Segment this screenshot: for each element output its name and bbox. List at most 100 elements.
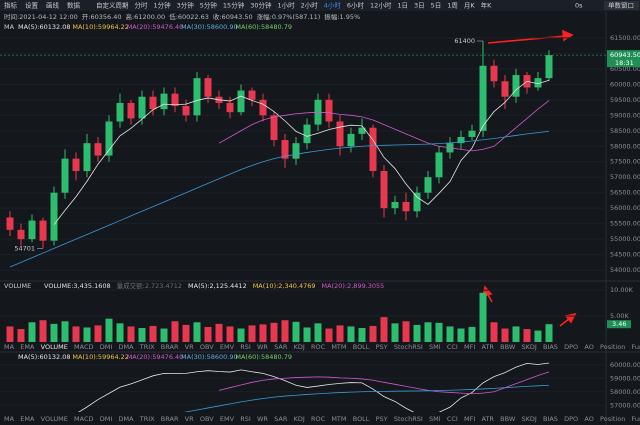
indicator-tab[interactable]: BOLL <box>353 343 370 351</box>
indicator-tab[interactable]: EMV <box>220 343 235 351</box>
period-button[interactable]: 30分钟 <box>250 1 272 10</box>
indicator-tab[interactable]: WR <box>257 415 268 423</box>
indicator-tab[interactable]: ATR <box>482 415 495 423</box>
indicator-tab[interactable]: CCI <box>447 343 458 351</box>
indicator-tab[interactable]: MTM <box>331 343 346 351</box>
indicator-tab[interactable]: MTM <box>331 415 346 423</box>
period-button[interactable]: 3分钟 <box>177 1 195 10</box>
indicator-tab[interactable]: VR <box>185 343 194 351</box>
period-button[interactable]: 12小时 <box>370 1 392 10</box>
indicator-tab[interactable]: Fundflow <box>632 343 640 351</box>
indicator-tab[interactable]: PSY <box>376 415 388 423</box>
candle-body <box>270 115 278 141</box>
period-button[interactable]: 5分钟 <box>200 1 218 10</box>
indicator-tab[interactable]: EMA <box>20 343 35 351</box>
indicator-tab[interactable]: SKDJ <box>521 343 536 351</box>
indicator-tab[interactable]: MFI <box>464 415 475 423</box>
candle-body <box>28 220 36 240</box>
indicator-tab[interactable]: MACD <box>74 415 93 423</box>
candle-body <box>435 152 443 178</box>
y-tick-label: 58000.00 <box>610 388 640 396</box>
indicator-tab[interactable]: KDJ <box>294 415 305 423</box>
indicator-tab[interactable]: WR <box>257 343 268 351</box>
indicator-tab[interactable]: ATR <box>482 343 495 351</box>
indicator-tab[interactable]: OBV <box>200 343 214 351</box>
indicator-tab[interactable]: Position <box>600 343 625 351</box>
period-button[interactable]: 2小时 <box>301 1 319 10</box>
toolbar-button[interactable]: 数据 <box>67 1 81 10</box>
indicator-tab[interactable]: BBW <box>500 415 516 423</box>
indicator-tab[interactable]: EMV <box>220 415 235 423</box>
indicator-tab[interactable]: MA <box>4 415 15 423</box>
period-button[interactable]: 5日 <box>431 2 442 10</box>
indicator-tab[interactable]: BIAS <box>543 343 558 351</box>
indicator-tab[interactable]: EMA <box>20 415 35 423</box>
ma-line <box>218 371 550 395</box>
y-tick-label: 60000.00 <box>610 361 640 369</box>
indicator-tab[interactable]: BIAS <box>543 415 558 423</box>
indicator-tab[interactable]: StochRSI <box>394 415 423 423</box>
indicator-tab[interactable]: TRIX <box>139 415 155 423</box>
indicator-tab[interactable]: RSI <box>240 415 251 423</box>
window-button-bg[interactable] <box>604 1 639 10</box>
indicator-tab[interactable]: BRAR <box>161 343 179 351</box>
candle-body <box>61 158 69 193</box>
indicator-tab[interactable]: VOLUME <box>41 415 68 423</box>
indicator-tab[interactable]: SAR <box>274 415 288 423</box>
period-button[interactable]: 15分钟 <box>223 1 245 10</box>
indicator-tab[interactable]: BOLL <box>353 415 370 423</box>
indicator-tab[interactable]: VR <box>185 415 194 423</box>
candle-body <box>336 121 344 147</box>
period-button[interactable]: 3日 <box>414 2 425 10</box>
indicator-tab[interactable]: SMI <box>429 415 441 423</box>
indicator-tab[interactable]: Fundflow <box>632 415 640 423</box>
indicator-tab[interactable]: MACD <box>74 343 93 351</box>
volume-bar <box>292 321 300 342</box>
period-button[interactable]: 自定义周期 <box>96 1 129 10</box>
indicator-tab[interactable]: StochRSI <box>394 343 423 351</box>
indicator-tab[interactable]: DMA <box>118 343 134 351</box>
indicator-tab[interactable]: DPO <box>564 343 578 351</box>
period-button[interactable]: 1日 <box>397 2 408 10</box>
toolbar-button[interactable]: 指标 <box>4 1 18 10</box>
period-button[interactable]: 1分钟 <box>154 1 172 10</box>
volume-legend: VOLUME:3,435.1608 <box>44 282 111 290</box>
window-button[interactable]: 单数窗口 <box>608 1 634 10</box>
period-button[interactable]: 4小时 <box>324 1 342 10</box>
candle-body <box>17 229 25 240</box>
period-button[interactable]: 月K <box>464 2 476 10</box>
indicator-tab[interactable]: ROC <box>311 415 326 423</box>
indicator-tab[interactable]: AO <box>584 415 593 423</box>
indicator-tab[interactable]: PSY <box>376 343 388 351</box>
indicator-tab[interactable]: DMA <box>118 415 134 423</box>
indicator-tab[interactable]: SAR <box>274 343 288 351</box>
indicator-tab[interactable]: VOLUME <box>41 343 68 351</box>
period-button[interactable]: 1周 <box>447 2 458 10</box>
period-button[interactable]: 年K <box>481 1 493 10</box>
indicator-tab[interactable]: SKDJ <box>521 415 536 423</box>
toolbar-button[interactable]: 画线 <box>46 1 60 10</box>
indicator-tab[interactable]: OBV <box>200 415 214 423</box>
indicator-tab[interactable]: RSI <box>240 343 251 351</box>
indicator-tab[interactable]: DPO <box>564 415 578 423</box>
toolbar-button[interactable]: 设置 <box>25 1 39 10</box>
candle-body <box>457 136 465 144</box>
indicator-tab[interactable]: ROC <box>311 343 326 351</box>
indicator-tab[interactable]: MA <box>4 343 15 351</box>
indicator-tab[interactable]: SMI <box>429 343 441 351</box>
indicator-tab[interactable]: CCI <box>447 415 458 423</box>
indicator-tab[interactable]: Position <box>600 415 625 423</box>
indicator-tab[interactable]: AO <box>584 343 593 351</box>
info-item: 时间:2021-04-12 12:00 <box>4 12 78 21</box>
period-button[interactable]: 6小时 <box>347 1 365 10</box>
indicator-tab[interactable]: TRIX <box>139 343 155 351</box>
indicator-tab[interactable]: MFI <box>464 343 475 351</box>
indicator-tab[interactable]: DMI <box>100 343 113 351</box>
period-button[interactable]: 分时 <box>135 1 149 10</box>
indicator-tab[interactable]: BBW <box>500 343 516 351</box>
indicator-tab[interactable]: DMI <box>100 415 113 423</box>
indicator-tab[interactable]: BRAR <box>161 415 179 423</box>
period-button[interactable]: 1小时 <box>277 1 295 10</box>
volume-bar <box>138 328 146 342</box>
indicator-tab[interactable]: KDJ <box>294 343 305 351</box>
